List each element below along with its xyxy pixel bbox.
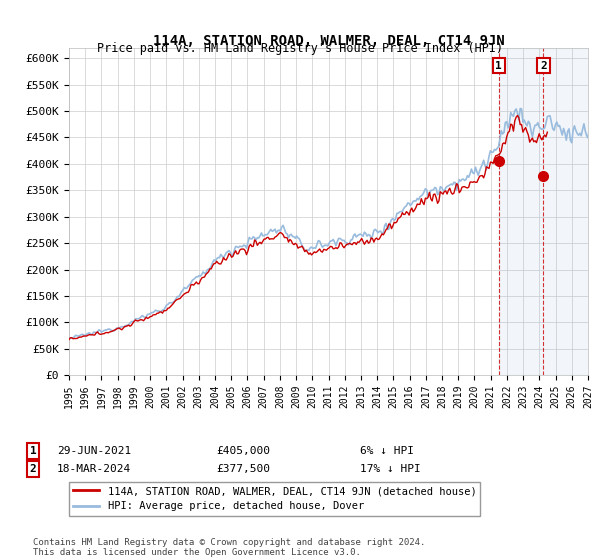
Text: £405,000: £405,000: [216, 446, 270, 456]
Text: 29-JUN-2021: 29-JUN-2021: [57, 446, 131, 456]
Text: Contains HM Land Registry data © Crown copyright and database right 2024.
This d: Contains HM Land Registry data © Crown c…: [33, 538, 425, 557]
Text: 2: 2: [29, 464, 37, 474]
Text: 1: 1: [29, 446, 37, 456]
Text: £377,500: £377,500: [216, 464, 270, 474]
Text: 6% ↓ HPI: 6% ↓ HPI: [360, 446, 414, 456]
Text: 1: 1: [496, 60, 502, 71]
Text: 17% ↓ HPI: 17% ↓ HPI: [360, 464, 421, 474]
Text: 18-MAR-2024: 18-MAR-2024: [57, 464, 131, 474]
Title: 114A, STATION ROAD, WALMER, DEAL, CT14 9JN: 114A, STATION ROAD, WALMER, DEAL, CT14 9…: [152, 34, 505, 48]
Text: 2: 2: [540, 60, 547, 71]
Legend: 114A, STATION ROAD, WALMER, DEAL, CT14 9JN (detached house), HPI: Average price,: 114A, STATION ROAD, WALMER, DEAL, CT14 9…: [69, 482, 481, 516]
Text: Price paid vs. HM Land Registry's House Price Index (HPI): Price paid vs. HM Land Registry's House …: [97, 42, 503, 55]
Bar: [499, 48, 596, 375]
Bar: [499, 48, 596, 375]
